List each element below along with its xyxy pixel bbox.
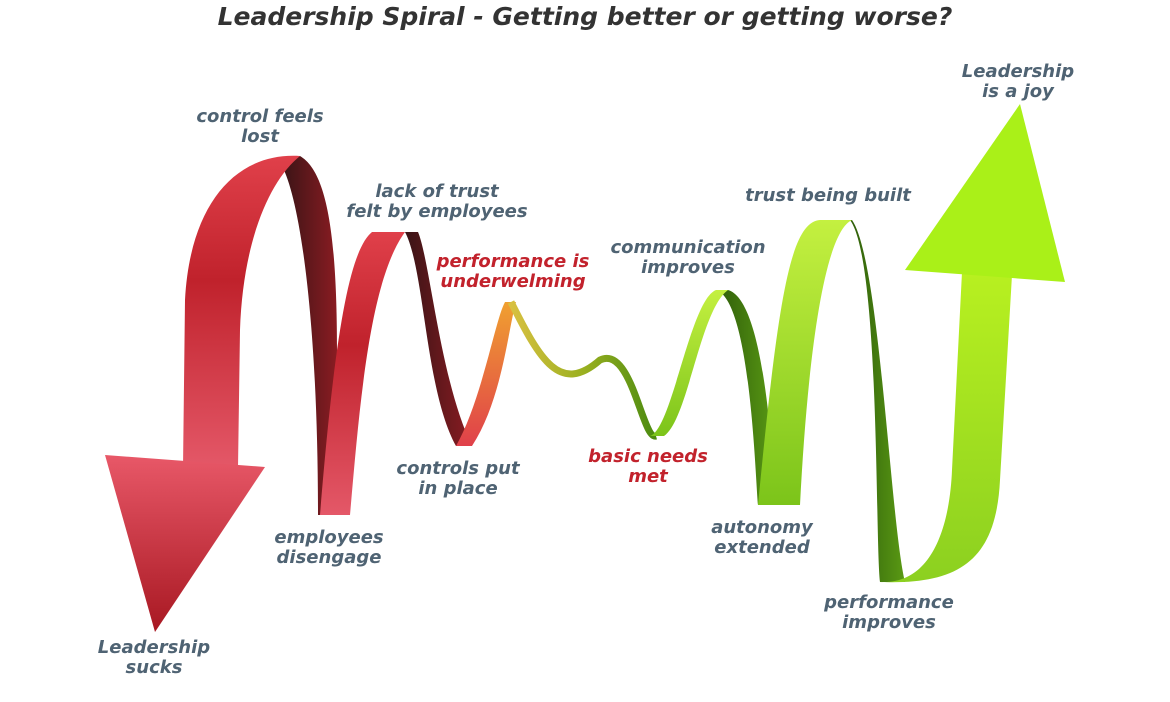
stage-label: Leadership [98,637,210,658]
ribbon-back [850,220,905,582]
stage-label: improves [842,612,936,633]
stage-label: improves [641,257,735,278]
stage-label: Leadership [962,61,1074,82]
ribbon-wave [507,300,657,440]
ribbon-front [456,302,516,446]
ribbon-front [758,220,852,505]
stage-label: control feels [196,106,324,127]
stage-label: controls put [396,458,521,479]
ribbon-back [405,232,472,446]
stage-label: trust being built [745,185,912,206]
ribbon-front [320,232,405,515]
stage-label: is a joy [982,81,1055,102]
stage-label: autonomy [711,517,814,538]
stage-label: communication [610,237,765,258]
stage-label: felt by employees [346,201,527,222]
stage-label: performance is [436,251,590,272]
ribbon-back [282,156,337,515]
stage-label: disengage [277,547,382,568]
ribbon-front [183,155,300,468]
stage-label: basic needs [588,446,708,467]
arrow-up [905,104,1065,282]
stage-label: lack of trust [375,181,500,202]
stage-label: met [628,466,669,487]
stage-label: performance [823,592,954,613]
stage-label: underwelming [440,271,585,292]
stage-label: extended [714,537,811,558]
stage-label: sucks [126,657,183,678]
stage-label: employees [274,527,384,548]
title: Leadership Spiral - Getting better or ge… [218,2,953,31]
arrow-down [105,455,265,632]
ribbon-graphic [105,104,1065,632]
stage-label: lost [241,126,280,147]
ribbon-front [880,272,1012,583]
ribbon-front [650,290,728,436]
ribbon-back [716,290,776,505]
stage-label: in place [418,478,497,499]
